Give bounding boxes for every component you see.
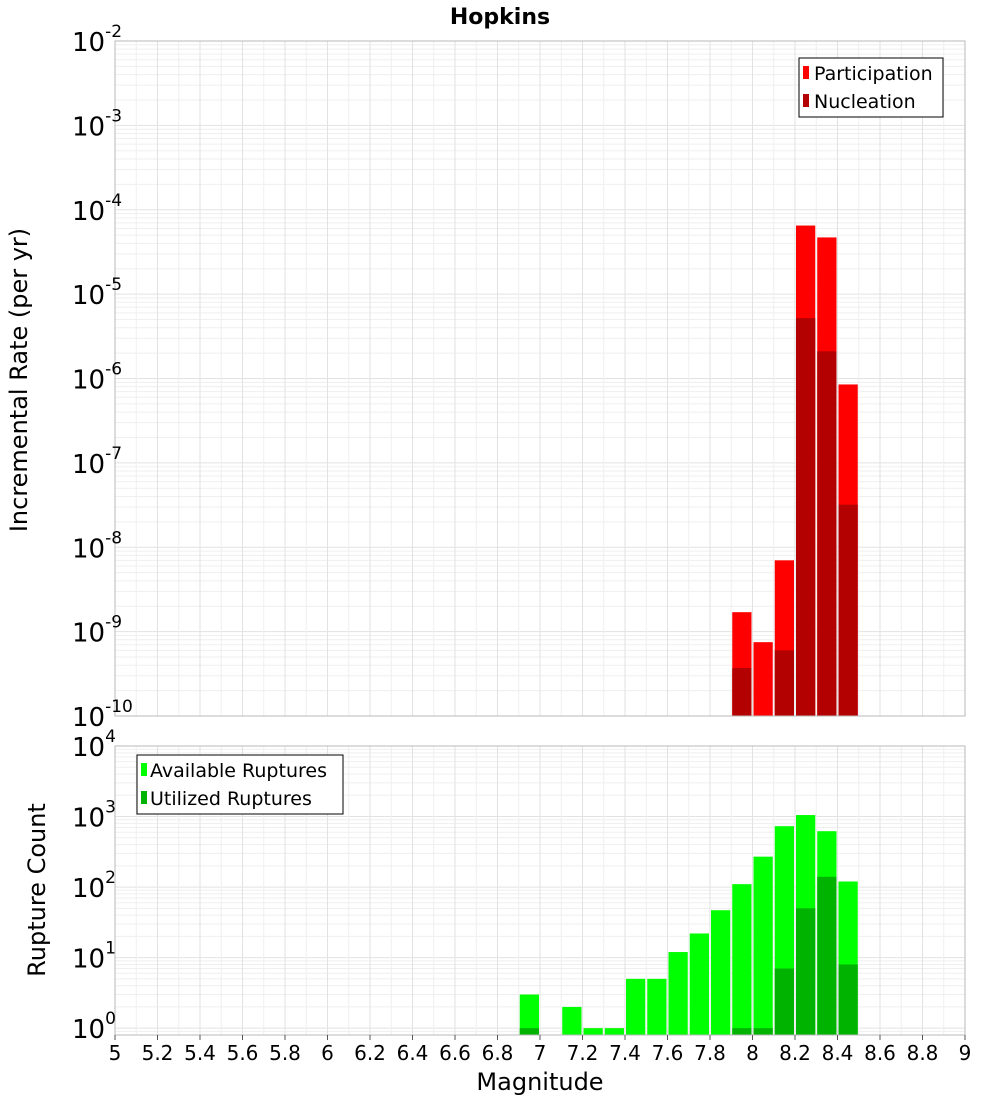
x-tick-label: 7 [534, 1041, 547, 1065]
bar-available-ruptures [519, 994, 539, 1035]
legend-label-utilized-ruptures: Utilized Ruptures [150, 788, 312, 810]
bar-available-ruptures [753, 856, 773, 1035]
top-plot-frame [114, 40, 966, 717]
top-legend-box [798, 57, 944, 118]
legend-swatch-utilized-ruptures [141, 791, 147, 804]
y-tick-label: 10-7 [72, 444, 122, 480]
legend-swatch-available-ruptures [141, 763, 147, 776]
y-tick-label: 101 [72, 939, 116, 975]
x-tick-label: 6.4 [397, 1041, 429, 1065]
top-bars [732, 225, 858, 716]
y-tick-label: 103 [72, 798, 116, 834]
bar-available-ruptures [604, 1028, 624, 1035]
x-tick-label: 7.8 [694, 1041, 726, 1065]
top-gridlines [114, 40, 966, 717]
bottom-y-axis-label: Rupture Count [23, 803, 51, 977]
bottom-bars [519, 815, 858, 1035]
x-tick-label: 5.4 [184, 1041, 216, 1065]
bar-nucleation [838, 504, 858, 716]
bar-utilized-ruptures [519, 1028, 539, 1035]
y-tick-label: 10-10 [72, 697, 133, 733]
chart-title: Hopkins [450, 5, 550, 30]
x-tick-label: 8.8 [907, 1041, 939, 1065]
y-tick-label: 102 [72, 868, 116, 904]
x-tick-label: 5.2 [142, 1041, 174, 1065]
y-tick-label: 100 [72, 1009, 116, 1045]
x-tick-label: 6.8 [482, 1041, 514, 1065]
x-tick-label: 6.2 [354, 1041, 386, 1065]
y-tick-label: 10-8 [72, 528, 122, 564]
top-legend: Participation Nucleation [798, 57, 944, 118]
bar-utilized-ruptures [753, 1028, 773, 1035]
legend-label-participation: Participation [814, 63, 933, 85]
bottom-y-ticks: 104 103 102 101 100 [72, 727, 116, 1045]
bar-utilized-ruptures [796, 908, 816, 1035]
bar-available-ruptures [583, 1028, 603, 1035]
x-tick-label: 7.4 [609, 1041, 641, 1065]
x-tick-label: 6.6 [439, 1041, 471, 1065]
bar-available-ruptures [562, 1006, 582, 1035]
x-tick-label: 9 [959, 1041, 972, 1065]
top-y-ticks: 10-2 10-3 10-4 10-5 10-6 10-7 10-8 10-9 10-10 [72, 22, 133, 733]
top-y-axis-label: Incremental Rate (per yr) [5, 228, 33, 532]
bar-available-ruptures [626, 978, 646, 1035]
x-tick-label: 5.6 [227, 1041, 259, 1065]
bar-participation [753, 642, 773, 716]
bar-nucleation [732, 668, 752, 716]
bottom-legend: Available Ruptures Utilized Ruptures [136, 754, 344, 815]
x-tick-label: 5.8 [269, 1041, 301, 1065]
legend-swatch-participation [803, 66, 809, 79]
x-tick-label: 5 [109, 1041, 122, 1065]
x-tick-label: 7.6 [652, 1041, 684, 1065]
bar-available-ruptures [647, 978, 667, 1035]
x-tick-label: 6 [321, 1041, 334, 1065]
x-tick-label: 8.2 [779, 1041, 811, 1065]
y-tick-label: 10-3 [72, 106, 122, 142]
bottom-panel: 104 103 102 101 100 5 5.2 5.4 5.6 5.8 6 6.2 6.4 6.6 6… [23, 727, 971, 1096]
bottom-legend-box [136, 754, 344, 815]
x-tick-label: 8.6 [864, 1041, 896, 1065]
bar-utilized-ruptures [774, 968, 794, 1035]
bar-available-ruptures [668, 952, 688, 1035]
y-tick-label: 10-5 [72, 275, 122, 311]
x-axis-label: Magnitude [476, 1068, 603, 1096]
bar-nucleation [817, 351, 837, 716]
y-tick-label: 10-6 [72, 360, 122, 396]
bar-available-ruptures [732, 884, 752, 1035]
legend-swatch-nucleation [803, 94, 809, 107]
y-tick-label: 10-9 [72, 613, 122, 649]
bar-utilized-ruptures [817, 876, 837, 1035]
bar-nucleation [774, 650, 794, 716]
legend-label-available-ruptures: Available Ruptures [150, 760, 327, 782]
x-tick-label: 8.4 [822, 1041, 854, 1065]
y-tick-label: 104 [72, 727, 116, 763]
bar-utilized-ruptures [732, 1028, 752, 1035]
top-panel: 10-2 10-3 10-4 10-5 10-6 10-7 10-8 10-9 10-10 In… [5, 22, 966, 733]
y-tick-label: 10-2 [72, 22, 122, 58]
x-tick-label: 8 [746, 1041, 759, 1065]
x-tick-label: 7.2 [567, 1041, 599, 1065]
y-tick-label: 10-4 [72, 191, 122, 227]
bottom-x-ticks: 5 5.2 5.4 5.6 5.8 6 6.2 6.4 6.6 6.8 7 7.2 7.4 7.6 7.8 8… [109, 1035, 972, 1065]
bar-available-ruptures [711, 910, 731, 1035]
bar-available-ruptures [689, 933, 709, 1035]
bar-utilized-ruptures [838, 964, 858, 1035]
legend-label-nucleation: Nucleation [814, 91, 916, 113]
bar-nucleation [796, 318, 816, 716]
